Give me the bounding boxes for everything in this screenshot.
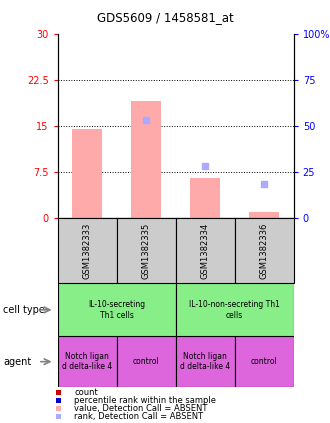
- Text: GSM1382334: GSM1382334: [201, 222, 210, 279]
- Bar: [56, 390, 61, 395]
- Bar: [56, 406, 61, 411]
- Bar: [176, 283, 294, 336]
- Text: count: count: [74, 387, 98, 397]
- Bar: [176, 336, 235, 387]
- Text: GSM1382333: GSM1382333: [83, 222, 92, 279]
- Text: GDS5609 / 1458581_at: GDS5609 / 1458581_at: [97, 11, 233, 24]
- Text: control: control: [251, 357, 278, 366]
- Bar: [58, 218, 117, 283]
- Text: IL-10-non-secreting Th1
cells: IL-10-non-secreting Th1 cells: [189, 300, 280, 320]
- Text: percentile rank within the sample: percentile rank within the sample: [74, 396, 216, 405]
- Bar: [235, 218, 294, 283]
- Bar: [117, 218, 176, 283]
- Text: Notch ligan
d delta-like 4: Notch ligan d delta-like 4: [62, 352, 113, 371]
- Text: GSM1382336: GSM1382336: [260, 222, 269, 279]
- Bar: [56, 414, 61, 419]
- Text: GSM1382335: GSM1382335: [142, 222, 151, 279]
- Bar: [131, 101, 161, 218]
- Bar: [249, 212, 279, 218]
- Text: IL-10-secreting
Th1 cells: IL-10-secreting Th1 cells: [88, 300, 145, 320]
- Bar: [176, 218, 235, 283]
- Text: Notch ligan
d delta-like 4: Notch ligan d delta-like 4: [180, 352, 230, 371]
- Bar: [190, 178, 220, 218]
- Bar: [73, 129, 102, 218]
- Bar: [56, 398, 61, 403]
- Bar: [235, 336, 294, 387]
- Bar: [58, 336, 117, 387]
- Bar: [58, 283, 176, 336]
- Text: agent: agent: [3, 357, 32, 367]
- Text: value, Detection Call = ABSENT: value, Detection Call = ABSENT: [74, 404, 208, 413]
- Text: cell type: cell type: [3, 305, 45, 315]
- Text: control: control: [133, 357, 160, 366]
- Text: rank, Detection Call = ABSENT: rank, Detection Call = ABSENT: [74, 412, 203, 421]
- Bar: [117, 336, 176, 387]
